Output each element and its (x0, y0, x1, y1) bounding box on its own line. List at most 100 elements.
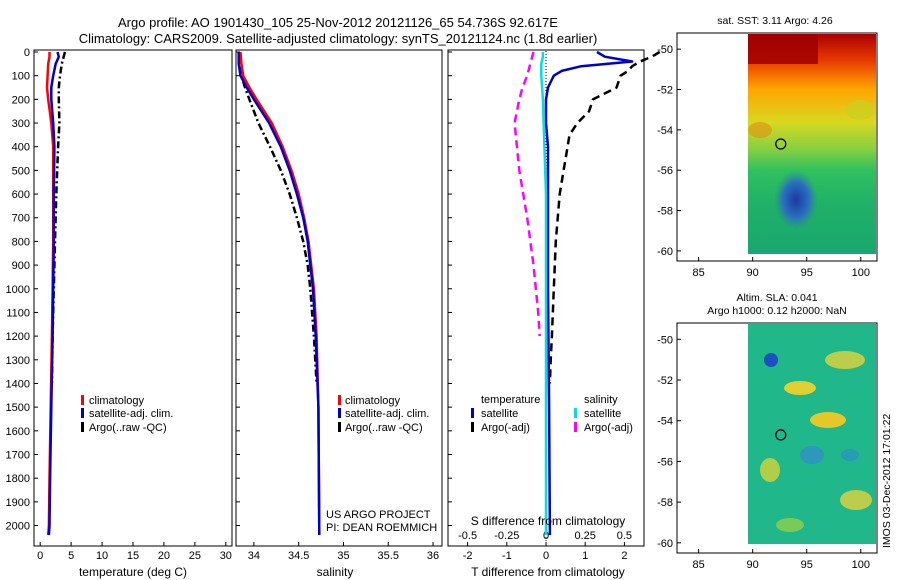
sst-map-panel: sat. SST: 3.11 Argo: 4.26 85 90 95 100 -50 -5… (657, 15, 878, 279)
temperature-axes-box (33, 49, 233, 547)
y-tick-label: 1100 (6, 307, 30, 319)
legend-swatch-t-satellite (471, 408, 474, 418)
argo-temperature-line (50, 51, 67, 384)
sst-map-title: sat. SST: 3.11 Argo: 4.26 (717, 15, 833, 27)
salinity-x-tick-label: 35.5 (378, 550, 399, 562)
temperature-x-tick-label: 0 (37, 550, 43, 562)
difference-panel: -2 -1 0 1 2 -0.5 -0.25 0 0.25 0.5 S difference fr… (447, 49, 661, 579)
map-y-tick-label: -52 (657, 375, 673, 387)
y-tick-label: 800 (12, 236, 30, 248)
map-y-tick-label: -50 (657, 44, 673, 56)
legend-swatch-climatology (81, 395, 84, 405)
legend-swatch-t-argo (471, 422, 474, 432)
sst-argo-marker (775, 138, 787, 150)
argo-salinity-line (237, 51, 318, 384)
sst-cold-patch (774, 170, 818, 230)
title-line-1: Argo profile: AO 1901430_105 25-Nov-2012… (118, 15, 558, 30)
sst-field (748, 34, 876, 254)
legend-label-t-satellite: satellite (481, 408, 518, 420)
sla-high-patch (840, 490, 872, 510)
temperature-x-tick-label: 25 (189, 550, 201, 562)
s-difference-tick-label: 0.5 (617, 530, 632, 542)
s-difference-label: S difference from climatology (471, 514, 626, 528)
y-tick-label: 1600 (6, 426, 30, 438)
map-y-tick-label: -50 (657, 334, 673, 346)
salinity-panel: 34 34.5 35 35.5 36 salinity climatology sate… (235, 49, 443, 579)
salinity-axes-box (235, 49, 443, 547)
temperature-panel: 0100200300400500600700800900100011001200… (6, 47, 233, 579)
s-argo-difference-line (513, 51, 541, 337)
legend-label-s-argo: Argo(-adj) (584, 422, 633, 434)
y-tick-label: 700 (12, 213, 30, 225)
t-difference-x-tick-label: 2 (621, 550, 627, 562)
legend-swatch-climatology (338, 395, 341, 405)
y-tick-label: 0 (24, 47, 30, 59)
satellite-temperature-line (47, 51, 61, 536)
map-x-tick-label: 100 (852, 267, 870, 279)
legend-swatch-argo (338, 422, 341, 432)
imos-watermark: IMOS 03-Dec-2012 17:01:22 (881, 414, 893, 548)
y-tick-label: 200 (12, 94, 30, 106)
map-x-tick-label: 85 (692, 267, 704, 279)
sla-high-patch (810, 412, 846, 428)
satellite-salinity-line (237, 52, 321, 536)
legend-label-satellite: satellite-adj. clim. (89, 408, 173, 420)
y-tick-label: 900 (12, 260, 30, 272)
s-satellite-difference-line (540, 52, 548, 535)
legend-swatch-s-argo (574, 422, 577, 432)
sla-map-title-1: Altim. SLA: 0.041 (736, 292, 817, 304)
temperature-legend: climatology satellite-adj. clim. Argo(..… (81, 395, 173, 434)
y-tick-label: 1800 (6, 473, 30, 485)
sla-high-patch (760, 458, 780, 482)
legend-swatch-satellite (338, 408, 341, 418)
y-tick-label: 1000 (6, 284, 30, 296)
salinity-x-tick-label: 36 (427, 550, 439, 562)
map-y-tick-label: -58 (657, 206, 673, 218)
salinity-legend: climatology satellite-adj. clim. Argo(..… (338, 395, 429, 434)
project-annotation: US ARGO PROJECT (326, 509, 431, 521)
t-difference-x-tick-label: 0 (543, 550, 549, 562)
temperature-x-tick-label: 20 (158, 550, 170, 562)
y-tick-label: 1700 (6, 450, 30, 462)
legend-label-satellite: satellite-adj. clim. (345, 408, 429, 420)
t-difference-xlabel: T difference from climatology (471, 565, 625, 579)
sla-low-patch (841, 449, 859, 461)
s-difference-tick-label: -0.5 (458, 530, 477, 542)
legend-title-temperature: temperature (481, 394, 540, 406)
s-difference-tick-label: 0 (543, 530, 549, 542)
y-tick-label: 1500 (6, 402, 30, 414)
pi-annotation: PI: DEAN ROEMMICH (326, 522, 437, 534)
sla-field (748, 324, 876, 544)
y-tick-label: 2000 (6, 521, 30, 533)
y-tick-label: 1200 (6, 331, 30, 343)
legend-label-argo: Argo(..raw -QC) (345, 422, 423, 434)
salinity-xlabel: salinity (317, 565, 354, 579)
sst-field-base (748, 34, 876, 254)
legend-swatch-argo (81, 422, 84, 432)
title-line-2: Climatology: CARS2009. Satellite-adjuste… (79, 31, 598, 46)
map-x-tick-label: 90 (747, 267, 759, 279)
t-satellite-difference-line (544, 50, 634, 536)
map-y-tick-label: -60 (657, 246, 673, 258)
map-x-tick-label: 95 (801, 559, 813, 571)
y-tick-label: 1300 (6, 355, 30, 367)
t-argo-difference-line (548, 50, 661, 384)
salinity-x-tick-label: 35 (337, 550, 349, 562)
sla-high-patch (784, 381, 816, 395)
sla-low-patch (800, 446, 824, 464)
legend-label-climatology: climatology (345, 395, 401, 407)
y-tick-label: 300 (12, 118, 30, 130)
legend-title-salinity: salinity (584, 394, 618, 406)
map-y-tick-label: -54 (657, 125, 673, 137)
salinity-x-tick-label: 34.5 (288, 550, 309, 562)
map-x-tick-label: 100 (852, 559, 870, 571)
temperature-x-tick-label: 10 (96, 550, 108, 562)
map-x-tick-label: 85 (692, 559, 704, 571)
temperature-x-tick-label: 30 (220, 550, 232, 562)
y-tick-label: 1400 (6, 378, 30, 390)
sla-high-patch (825, 351, 865, 369)
sst-orange-patch (748, 122, 772, 138)
legend-label-argo: Argo(..raw -QC) (89, 422, 167, 434)
salinity-x-tick-label: 34 (248, 550, 260, 562)
